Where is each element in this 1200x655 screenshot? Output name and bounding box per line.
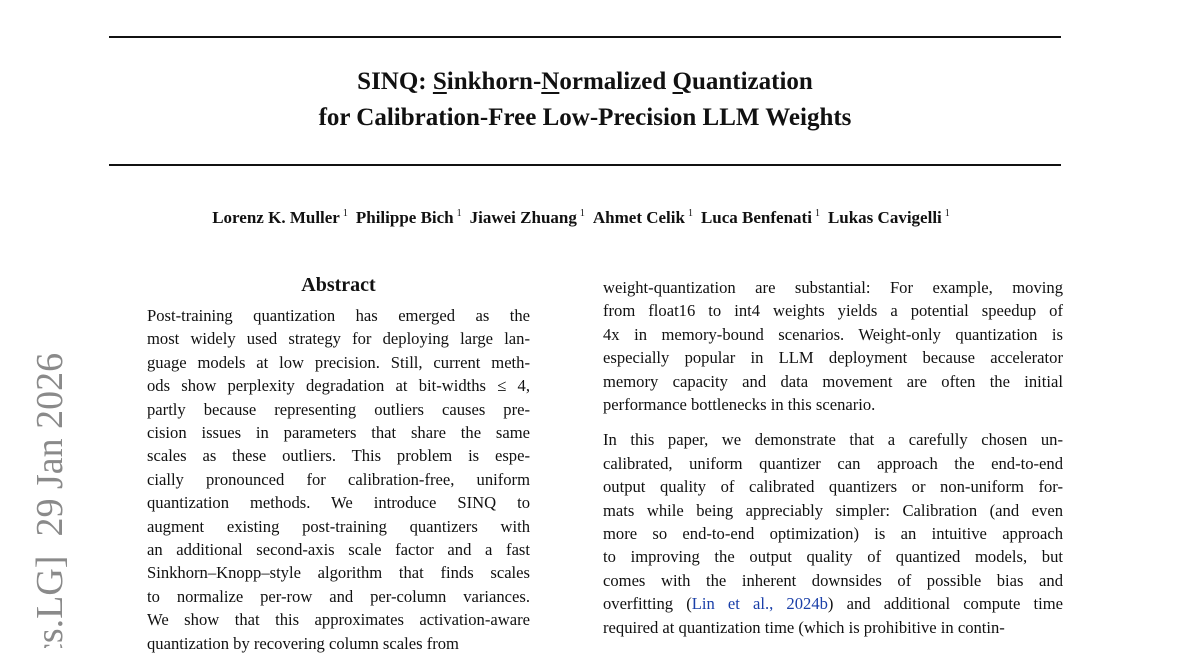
body-line: required at quantization time (which is …: [603, 617, 1005, 637]
author-name: Lorenz K. Muller: [212, 208, 340, 227]
body-line: performance bottlenecks in this scenario…: [603, 395, 876, 414]
abstract-line: cision issues in parameters that share t…: [147, 423, 530, 442]
author-name: Ahmet Celik: [592, 208, 685, 227]
author-affiliation: 1: [814, 208, 820, 220]
author-affiliation: 1: [579, 208, 585, 220]
body-line: overfitting (Lin et al., 2024b) and addi…: [603, 593, 1063, 615]
title-line-2: for Calibration-Free Low-Precision LLM W…: [318, 104, 852, 131]
abstract-line: to normalize per-row and per-column vari…: [147, 586, 530, 606]
author-name: Philippe Bich: [355, 208, 454, 227]
body-line: In this paper, we demonstrate that a car…: [603, 430, 1063, 450]
author-name: Luca Benfenati: [700, 208, 812, 227]
author-affiliation: 1: [687, 208, 693, 220]
body-line: mats while being appreciably simpler: Ca…: [603, 500, 1063, 520]
abstract-line: partly because representing outliers cau…: [147, 399, 530, 419]
abstract-line: Sinkhorn–Knopp–style algorithm that find…: [147, 563, 530, 583]
author-name: Jiawei Zhuang: [469, 208, 577, 227]
body-line: from float16 to int4 weights yields a po…: [603, 301, 1063, 321]
abstract-line: ods show perplexity degradation at bit-w…: [147, 376, 530, 396]
abstract-line: guage models at low precision. Still, cu…: [147, 352, 530, 372]
text-segment: ) and additional compute time: [827, 594, 1063, 614]
abstract-line: Post-training quantization has emerged a…: [147, 306, 530, 325]
body-line: especially popular in LLM deployment bec…: [603, 348, 1063, 368]
author-affiliation: 1: [342, 208, 348, 220]
author-affiliation: 1: [456, 208, 462, 220]
author-affiliation: 1: [944, 208, 950, 220]
arxiv-stamp: cs.LG] 29 Jan 2026: [29, 353, 71, 648]
abstract-heading: Abstract: [301, 274, 376, 296]
author-name: Lukas Cavigelli: [827, 208, 942, 227]
body-line: weight-quantization are substantial: For…: [603, 278, 1063, 297]
body-line: memory capacity and data movement are of…: [603, 371, 1063, 391]
body-line: 4x in memory-bound scenarios. Weight-onl…: [603, 324, 1063, 344]
side-stamp-area: cs.LG] 29 Jan 2026: [29, 353, 71, 648]
title-line-1: SINQ: Sinkhorn-Normalized Quantization: [357, 68, 813, 95]
abstract-line: cially pronounced for calibration-free, …: [147, 469, 530, 489]
body-line: more so end-to-end optimization) is an i…: [603, 524, 1063, 543]
abstract-line: most widely used strategy for deploying …: [147, 329, 530, 349]
body-line: output quality of calibrated quantizers …: [603, 477, 1063, 497]
abstract-line: augment existing post-training quantizer…: [147, 516, 530, 536]
bottom-rule: [109, 164, 1061, 166]
abstract-line: scales as these outliers. This problem i…: [147, 446, 530, 466]
body-line: comes with the inherent downsides of pos…: [603, 570, 1063, 590]
text-segment: overfitting (: [603, 594, 692, 614]
abstract-line: an additional second-axis scale factor a…: [147, 540, 530, 559]
abstract-line: We show that this approximates activatio…: [147, 610, 530, 630]
body-line: to improving the output quality of quant…: [603, 547, 1063, 567]
abstract-line: quantization by recovering column scales…: [147, 633, 459, 653]
top-rule: [109, 36, 1061, 38]
author-list: Lorenz K. Muller 1 Philippe Bich 1 Jiawei Zh…: [0, 208, 1170, 228]
citation-link[interactable]: Lin et al., 2024b: [691, 594, 828, 614]
body-line: calibrated, uniform quantizer can approa…: [603, 453, 1063, 473]
abstract-line: quantization methods. We introduce SINQ …: [147, 493, 530, 513]
